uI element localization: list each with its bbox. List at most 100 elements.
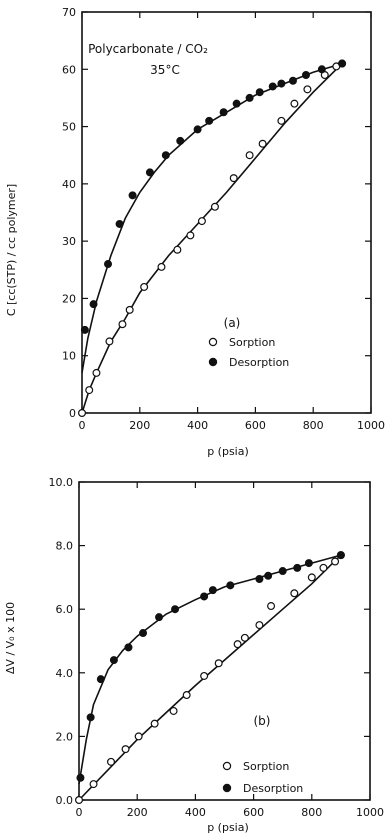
data-point-desorption (139, 629, 148, 638)
data-point-sorption (290, 99, 299, 108)
data-point-sorption (277, 116, 286, 125)
data-point-desorption (193, 125, 202, 134)
data-point-desorption (76, 773, 85, 782)
x-tick-label: 1000 (356, 806, 384, 819)
data-point-desorption (176, 136, 185, 145)
data-point-sorption (319, 563, 328, 572)
data-point-desorption (338, 59, 347, 68)
x-tick-label: 800 (301, 806, 322, 819)
data-point-desorption (226, 581, 235, 590)
y-tick-label: 8.0 (56, 540, 74, 553)
data-point-desorption (155, 613, 164, 622)
data-point-desorption (205, 116, 214, 125)
data-point-desorption (104, 260, 113, 269)
data-point-desorption (128, 191, 137, 200)
x-tick-label: 200 (129, 419, 150, 432)
legend-marker-sorption (208, 337, 218, 347)
data-point-desorption (109, 656, 118, 665)
data-point-sorption (125, 305, 134, 314)
legend-marker-desorption (222, 783, 232, 793)
x-tick-label: 800 (303, 419, 324, 432)
data-point-sorption (150, 719, 159, 728)
data-point-sorption (105, 337, 114, 346)
data-point-desorption (124, 643, 133, 652)
data-point-sorption (240, 633, 249, 642)
data-point-desorption (171, 605, 180, 614)
data-point-desorption (208, 586, 217, 595)
data-point-desorption (232, 99, 241, 108)
data-point-desorption (200, 592, 209, 601)
y-tick-label: 10.0 (49, 476, 74, 489)
data-point-desorption (301, 71, 310, 80)
y-tick-label: 60 (62, 63, 76, 76)
y-axis-label: ΔV / V₀ x 100 (4, 602, 17, 674)
y-tick-label: 2.0 (56, 730, 74, 743)
data-point-desorption (264, 571, 273, 580)
panel-b: 0 200 400 600 800 1000 0.0 2.0 4.0 6.0 8.0 10.0 p (p… (4, 476, 384, 834)
data-point-desorption (317, 65, 326, 74)
x-tick-label: 400 (185, 806, 206, 819)
data-point-sorption (290, 589, 299, 598)
data-point-desorption (277, 79, 286, 88)
data-point-sorption (229, 174, 238, 183)
x-tick-label: 1000 (357, 419, 385, 432)
data-point-sorption (182, 691, 191, 700)
data-point-desorption (161, 151, 170, 160)
data-point-sorption (118, 320, 127, 329)
data-point-sorption (233, 640, 242, 649)
data-point-desorption (255, 574, 264, 583)
data-point-sorption (197, 217, 206, 226)
y-tick-label: 0.0 (56, 794, 74, 807)
y-tick-label: 6.0 (56, 603, 74, 616)
data-point-desorption (268, 82, 277, 91)
x-axis-label: p (psia) (207, 821, 249, 834)
y-tick-label: 70 (62, 6, 76, 19)
data-point-sorption (121, 745, 130, 754)
data-point-sorption (173, 245, 182, 254)
data-point-sorption (307, 573, 316, 582)
data-point-sorption (140, 282, 149, 291)
y-tick-label: 20 (62, 292, 76, 305)
data-point-desorption (89, 300, 98, 309)
data-point-sorption (331, 557, 340, 566)
data-point-sorption (89, 780, 98, 789)
data-point-desorption (293, 563, 302, 572)
data-point-desorption (145, 168, 154, 177)
legend-marker-sorption (222, 761, 232, 771)
data-point-sorption (214, 659, 223, 668)
data-point-sorption (169, 706, 178, 715)
x-tick-label: 600 (245, 419, 266, 432)
data-point-sorption (92, 368, 101, 377)
data-point-desorption (219, 108, 228, 117)
x-tick-label: 600 (243, 806, 264, 819)
data-point-sorption (157, 262, 166, 271)
y-tick-label: 4.0 (56, 667, 74, 680)
data-point-sorption (77, 409, 86, 418)
panel-label: (a) (224, 316, 241, 330)
y-tick-label: 10 (62, 350, 76, 363)
panel-label: (b) (254, 714, 271, 728)
x-tick-label: 400 (187, 419, 208, 432)
legend-label-desorption: Desorption (229, 356, 289, 369)
data-point-sorption (258, 139, 267, 148)
data-point-sorption (267, 602, 276, 611)
x-axis-label: p (psia) (207, 445, 249, 458)
legend-marker-desorption (208, 357, 218, 367)
data-point-desorption (86, 713, 95, 722)
data-point-sorption (85, 386, 94, 395)
data-point-desorption (80, 325, 89, 334)
plot-frame (81, 11, 372, 414)
data-point-desorption (96, 675, 105, 684)
data-point-sorption (255, 621, 264, 630)
data-point-sorption (200, 671, 209, 680)
data-point-desorption (288, 76, 297, 85)
legend-label-sorption: Sorption (229, 336, 275, 349)
data-point-desorption (304, 559, 313, 568)
data-point-sorption (186, 231, 195, 240)
data-point-desorption (278, 567, 287, 576)
x-tick-label: 200 (127, 806, 148, 819)
data-point-sorption (303, 85, 312, 94)
data-point-desorption (336, 551, 345, 560)
y-tick-label: 50 (62, 121, 76, 134)
